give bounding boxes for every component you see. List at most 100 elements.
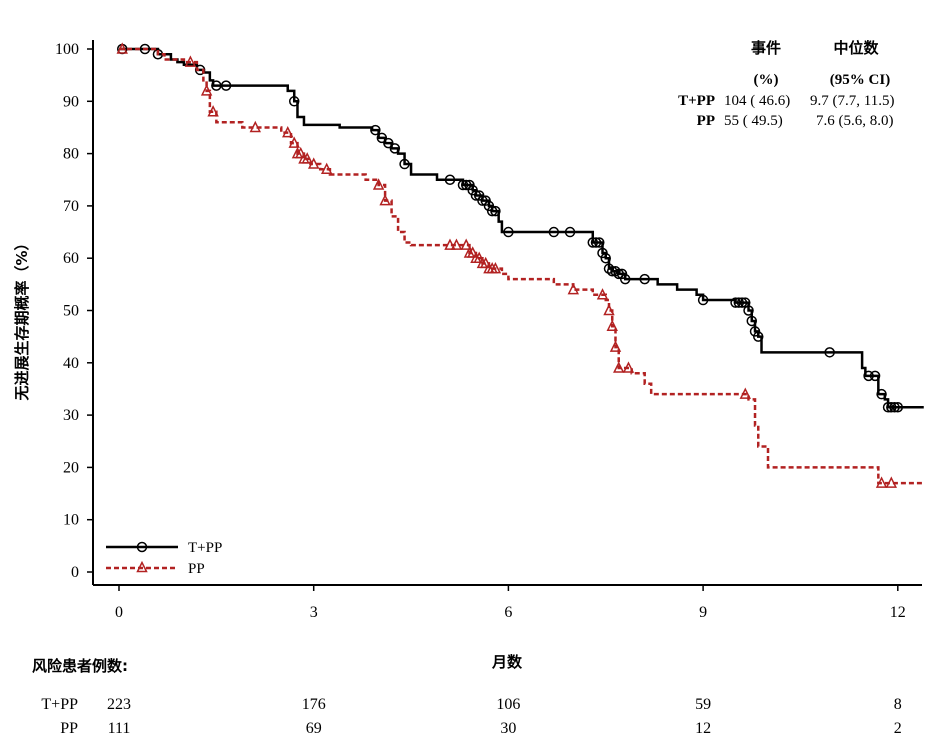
y-tick-label: 80	[63, 146, 79, 163]
censor-marker	[450, 238, 463, 250]
censor-marker	[749, 326, 761, 337]
y-ticks: 0 10 20 30 40 50 60 70 80 90 100	[55, 41, 93, 581]
y-tick-label: 0	[71, 564, 79, 581]
stats-header-median: 中位数	[833, 39, 879, 57]
x-tick-label: 0	[115, 604, 123, 621]
stats-row-events: 104 ( 46.6)	[724, 93, 790, 109]
stats-row-median: 7.6 (5.6, 8.0)	[816, 113, 894, 129]
censor-marker	[609, 340, 622, 352]
censor-marker	[590, 237, 602, 248]
censor-marker	[503, 226, 514, 238]
censor-marker	[603, 263, 615, 274]
censor-marker	[376, 132, 388, 144]
censor-marker	[619, 273, 631, 285]
risk-count: 2	[894, 720, 902, 737]
series-line	[119, 47, 924, 409]
censor-marker	[249, 120, 262, 133]
risk-count: 223	[107, 696, 131, 713]
censor-marker	[372, 178, 385, 190]
risk-count: 12	[695, 720, 711, 737]
censor-marker	[288, 96, 300, 107]
censor-marker	[869, 370, 881, 382]
censor-marker	[753, 331, 764, 342]
legend-marker-triangle	[136, 560, 148, 573]
censor-marker	[470, 190, 482, 201]
stats-header-events: 事件	[751, 39, 781, 57]
censor-marker	[200, 84, 213, 96]
x-tick-label: 12	[890, 604, 906, 621]
risk-count: 106	[496, 696, 520, 713]
censor-marker	[480, 195, 491, 206]
censor-marker	[639, 273, 650, 285]
censor-marker	[220, 80, 232, 91]
risk-count: 176	[302, 696, 326, 713]
risk-table: 风险患者例数: T+PP PP 223 176 106 59 8 111 69 30 12 2	[32, 657, 902, 737]
censor-marker	[207, 105, 219, 117]
censor-marker	[739, 387, 751, 399]
y-tick-label: 90	[63, 93, 79, 110]
risk-count: 30	[500, 720, 516, 737]
censor-marker	[460, 238, 472, 250]
censor-marker	[587, 237, 599, 248]
risk-table-title: 风险患者例数:	[32, 657, 128, 675]
censor-marker	[379, 193, 391, 206]
censor-marker	[697, 294, 709, 306]
censor-marker	[288, 136, 300, 148]
censor-marker	[464, 179, 475, 191]
series-pp	[116, 42, 924, 488]
censor-marker	[596, 288, 609, 300]
censor-marker	[594, 237, 605, 248]
censor-marker	[616, 268, 628, 280]
censor-marker	[597, 247, 608, 259]
y-tick-label: 50	[63, 303, 79, 320]
legend: T+PP PP	[106, 540, 222, 577]
censor-marker	[184, 55, 197, 67]
stats-header-median-ci: (95% CI)	[830, 72, 890, 88]
risk-counts: 223 176 106 59 8 111 69 30 12 2	[107, 696, 902, 737]
censor-marker	[399, 158, 410, 170]
risk-count: 59	[695, 696, 711, 713]
legend-label-pp: PP	[188, 561, 205, 577]
stats-table: 事件 中位数 (%) (95% CI) T+PP 104 ( 46.6) 9.7…	[678, 39, 894, 129]
legend-marker-circle	[136, 541, 148, 553]
stats-row-label: T+PP	[678, 93, 715, 109]
censor-marker	[892, 402, 904, 413]
censor-marker	[886, 402, 897, 413]
censor-marker	[613, 361, 625, 373]
censor-marker	[389, 143, 401, 154]
series-line	[119, 47, 924, 485]
censor-marker	[600, 252, 611, 264]
censor-marker	[444, 238, 456, 250]
censor-marker	[622, 361, 635, 373]
axes: 0 10 20 30 40 50 60 70 80 90 100 0 3 6 9 12	[55, 40, 922, 621]
stats-row-label: PP	[697, 113, 715, 129]
legend-label-tpp: T+PP	[188, 540, 222, 556]
censor-marker	[320, 162, 333, 175]
x-tick-label: 9	[699, 604, 707, 621]
censor-marker	[548, 226, 560, 238]
risk-count: 111	[108, 720, 131, 737]
censor-marker	[613, 268, 624, 280]
censor-marker	[567, 282, 580, 295]
censor-marker	[486, 205, 498, 217]
x-ticks: 0 3 6 9 12	[115, 585, 906, 621]
censor-marker	[733, 297, 745, 308]
x-tick-label: 3	[310, 604, 318, 621]
y-tick-label: 60	[63, 250, 79, 267]
censor-marker	[383, 137, 394, 149]
y-axis-label: 无进展生存期概率（%）	[13, 235, 31, 401]
censor-marker	[477, 195, 488, 206]
censor-marker	[116, 42, 128, 54]
censor-marker	[876, 388, 887, 400]
censor-marker	[603, 303, 615, 316]
censor-marker	[885, 476, 898, 488]
censor-marker	[746, 315, 758, 327]
stats-row-median: 9.7 (7.7, 11.5)	[810, 93, 894, 109]
censor-marker	[282, 126, 294, 138]
censor-marker	[736, 297, 748, 308]
censor-marker	[875, 476, 888, 488]
censor-marker	[743, 305, 754, 316]
risk-count: 69	[306, 720, 322, 737]
censor-marker	[564, 226, 576, 238]
